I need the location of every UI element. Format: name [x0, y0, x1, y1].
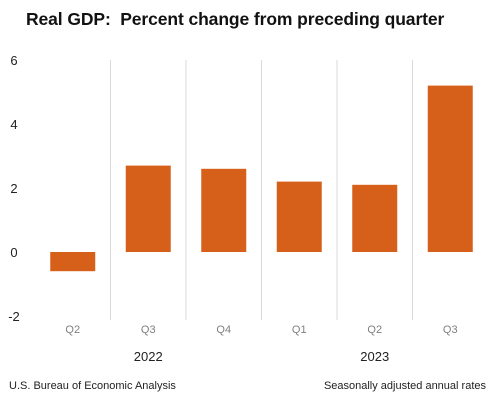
x-tick-label: Q4 [216, 324, 231, 336]
y-axis-ticks: -2 0 2 4 6 [8, 53, 20, 324]
x-tick-label: Q3 [443, 324, 458, 336]
x-tick-label: Q3 [141, 324, 156, 336]
bar-2 [125, 165, 171, 252]
y-tick-label: 4 [10, 117, 17, 132]
rate-note: Seasonally adjusted annual rates [323, 380, 486, 392]
bar-4 [276, 181, 322, 252]
x-tick-label: Q2 [65, 324, 80, 336]
y-tick-label: -2 [8, 309, 20, 324]
y-tick-label: 2 [10, 181, 17, 196]
x-axis-ticks: Q2 Q3 Q4 Q1 Q2 Q3 [65, 324, 457, 336]
chart-title: Real GDP: Percent change from preceding … [26, 9, 445, 29]
bar-1 [50, 252, 96, 272]
bar-6 [427, 85, 473, 252]
y-tick-label: 0 [10, 245, 17, 260]
gridlines [110, 60, 413, 320]
x-tick-label: Q2 [367, 324, 382, 336]
bar-3 [201, 168, 247, 252]
bars [50, 85, 473, 272]
year-labels: 2022 2023 [134, 349, 389, 364]
year-label: 2023 [360, 349, 389, 364]
y-tick-label: 6 [10, 53, 17, 68]
x-tick-label: Q1 [292, 324, 307, 336]
source-note: U.S. Bureau of Economic Analysis [9, 380, 176, 392]
year-label: 2022 [134, 349, 163, 364]
bar-5 [352, 184, 398, 252]
